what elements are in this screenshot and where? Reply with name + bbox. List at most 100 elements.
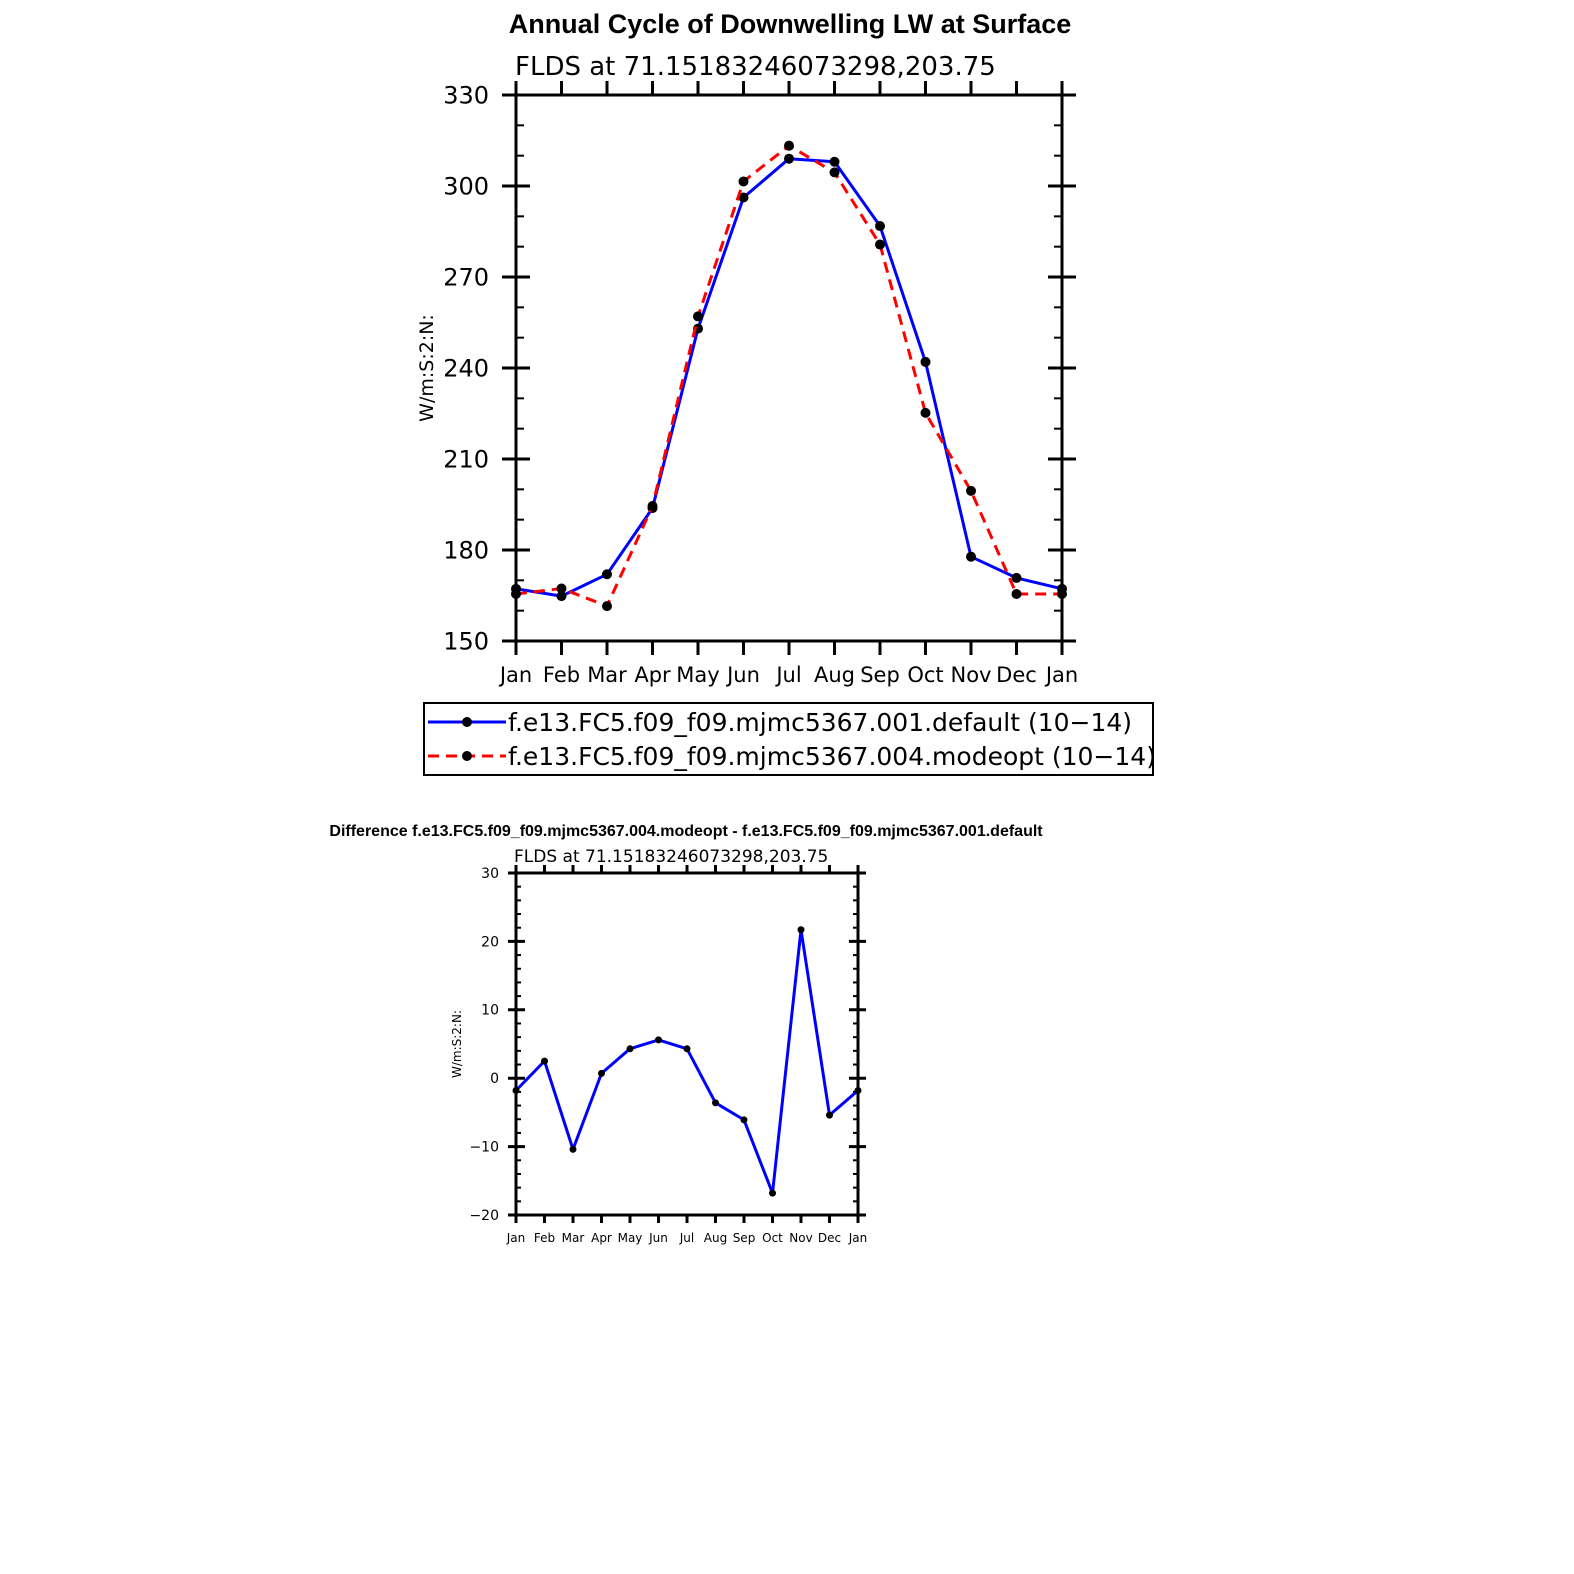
- y-tick-labels: 150 180 210 240 270 300 330: [443, 81, 489, 655]
- data-point-series-1: [829, 156, 840, 167]
- series-line-2: [515, 144, 1062, 608]
- y-tick-labels: −20 −10 0 10 20 30: [469, 866, 499, 1224]
- data-point-series-2: [602, 601, 612, 612]
- x-tick-label: Jan: [1044, 663, 1078, 687]
- y-tick-label: 270: [443, 263, 489, 291]
- x-tick-label: Jan: [498, 663, 532, 687]
- series-line-1: [514, 928, 859, 1195]
- y-tick-label: 30: [481, 866, 499, 882]
- x-tick-label: Aug: [814, 663, 855, 687]
- plot-area: [511, 93, 1067, 643]
- data-point-series-2: [693, 311, 703, 322]
- data-point-series-2: [875, 239, 885, 250]
- difference-y-axis-label: W/m:S:2:N:: [450, 1010, 464, 1078]
- plot-area: [512, 871, 862, 1217]
- x-tick-label: Sep: [733, 1231, 756, 1245]
- x-tick-label: Mar: [587, 663, 627, 687]
- x-tick-label: Jan: [506, 1231, 526, 1245]
- legend-entry-default: f.e13.FC5.f09_f09.mjmc5367.001.default (…: [428, 708, 1132, 737]
- data-point-series-2: [1057, 588, 1067, 599]
- data-point-series-2: [966, 485, 976, 496]
- data-point-series-1: [541, 1057, 548, 1065]
- legend-label-default: f.e13.FC5.f09_f09.mjmc5367.001.default (…: [508, 708, 1132, 737]
- y-tick-label: −20: [469, 1208, 499, 1224]
- x-tick-label: Aug: [704, 1231, 727, 1245]
- x-tick-label: Dec: [818, 1231, 841, 1245]
- x-tick-label: Jan: [848, 1231, 868, 1245]
- x-tick-label: Jun: [648, 1231, 668, 1245]
- x-tick-label: Jun: [725, 663, 760, 687]
- series-line-1: [515, 157, 1063, 598]
- data-point-series-2: [738, 176, 749, 187]
- difference-title: Difference f.e13.FC5.f09_f09.mjmc5367.00…: [329, 823, 1043, 840]
- x-tick-label: Feb: [543, 663, 580, 687]
- difference-chart: Difference f.e13.FC5.f09_f09.mjmc5367.00…: [329, 823, 1043, 1245]
- series-group: [512, 926, 862, 1197]
- x-tick-label: Oct: [762, 1231, 783, 1245]
- data-point-series-1: [598, 1069, 605, 1077]
- x-tick-label: May: [618, 1231, 643, 1245]
- data-point-series-1: [740, 1116, 748, 1124]
- data-point-series-2: [556, 583, 567, 594]
- data-point-series-2: [511, 588, 521, 599]
- data-point-series-1: [512, 1087, 520, 1095]
- y-tick-label: 240: [443, 354, 489, 382]
- data-point-series-1: [655, 1036, 662, 1044]
- tick-marks: [502, 81, 1076, 655]
- legend-marker-default: [462, 717, 472, 727]
- legend-box: [423, 702, 1154, 776]
- x-tick-label: Oct: [907, 663, 943, 687]
- series-group: [511, 140, 1067, 612]
- y-tick-label: 0: [490, 1071, 499, 1087]
- chart-subtitle: FLDS at 71.15183246073298,203.75: [515, 52, 996, 82]
- data-point-series-1: [683, 1045, 691, 1053]
- y-tick-label: 210: [443, 445, 489, 473]
- x-tick-label: Apr: [634, 663, 671, 687]
- x-tick-label: Sep: [860, 663, 900, 687]
- data-point-series-2: [829, 167, 840, 178]
- x-tick-label: Jul: [774, 663, 801, 687]
- annual-cycle-chart: Annual Cycle of Downwelling LW at Surfac…: [416, 9, 1156, 776]
- data-point-series-1: [738, 192, 749, 203]
- data-point-series-2: [920, 407, 931, 418]
- x-tick-label: May: [676, 663, 719, 687]
- y-tick-label: 10: [481, 1003, 499, 1019]
- data-point-series-1: [569, 1145, 577, 1153]
- x-tick-labels: Jan Feb Mar Apr May Jun Jul Aug Sep Oct Nov Dec Jan: [498, 663, 1078, 687]
- data-point-series-1: [875, 221, 885, 232]
- x-tick-label: Nov: [951, 663, 992, 687]
- data-point-series-1: [556, 591, 567, 602]
- tick-marks: [508, 865, 866, 1223]
- y-tick-label: 300: [443, 172, 489, 200]
- data-point-series-1: [966, 551, 976, 562]
- data-point-series-1: [826, 1111, 833, 1119]
- difference-subtitle: FLDS at 71.15183246073298,203.75: [514, 847, 828, 867]
- x-tick-label: Mar: [562, 1231, 585, 1245]
- data-point-series-1: [626, 1045, 634, 1053]
- x-tick-label: Dec: [996, 663, 1037, 687]
- data-point-series-2: [1011, 588, 1022, 599]
- data-point-series-1: [784, 153, 794, 164]
- data-point-series-2: [784, 140, 794, 151]
- y-tick-label: 20: [481, 934, 499, 950]
- plot-frame: [514, 93, 1064, 643]
- x-tick-label: Feb: [534, 1231, 555, 1245]
- y-axis-label: W/m:S:2:N:: [416, 314, 438, 422]
- legend-marker-modeopt: [462, 751, 472, 761]
- x-tick-label: Apr: [591, 1231, 612, 1245]
- y-tick-label: 150: [443, 627, 489, 655]
- data-point-series-1: [854, 1087, 862, 1095]
- chart-title: Annual Cycle of Downwelling LW at Surfac…: [509, 9, 1072, 39]
- x-tick-label: Nov: [789, 1231, 812, 1245]
- y-tick-label: −10: [469, 1140, 499, 1156]
- data-point-series-1: [797, 926, 805, 934]
- y-tick-label: 180: [443, 536, 489, 564]
- data-point-series-2: [647, 501, 658, 512]
- legend-label-modeopt: f.e13.FC5.f09_f09.mjmc5367.004.modeopt (…: [508, 742, 1156, 771]
- legend-entry-modeopt: f.e13.FC5.f09_f09.mjmc5367.004.modeopt (…: [428, 742, 1156, 771]
- x-tick-labels: Jan Feb Mar Apr May Jun Jul Aug Sep Oct Nov Dec Jan: [506, 1231, 868, 1245]
- data-point-series-1: [769, 1189, 776, 1197]
- data-point-series-1: [712, 1099, 719, 1107]
- legend: f.e13.FC5.f09_f09.mjmc5367.001.default (…: [423, 702, 1156, 776]
